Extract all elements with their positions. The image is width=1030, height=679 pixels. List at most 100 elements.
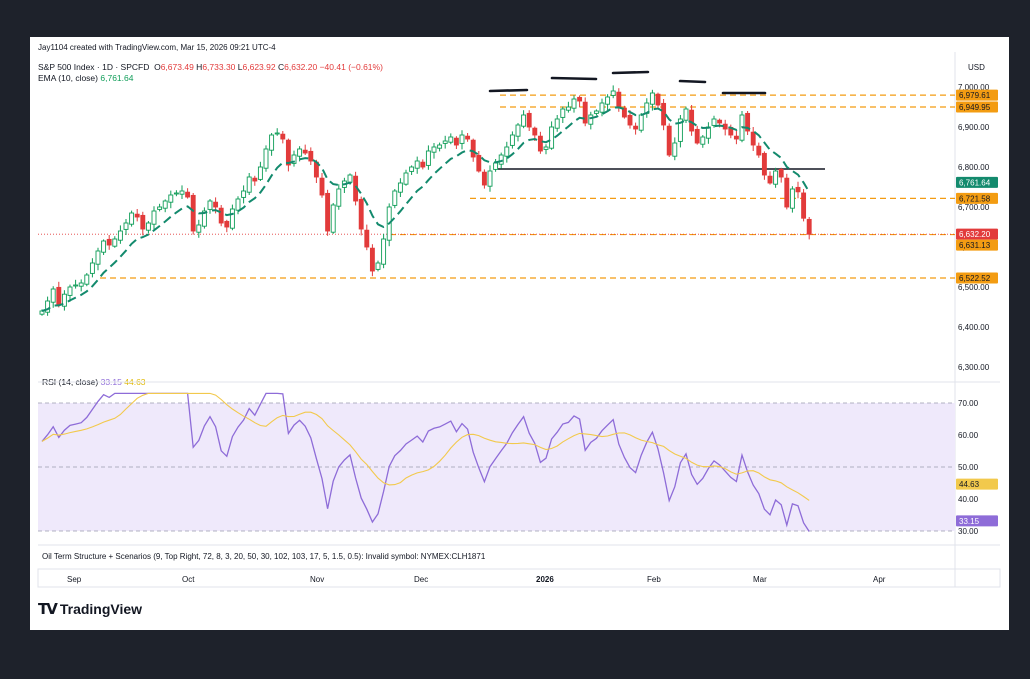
candle-body — [476, 154, 482, 172]
price-tag — [956, 101, 998, 113]
candle-body — [151, 210, 157, 225]
candle-body — [229, 208, 235, 229]
rsi-tick-label: 40.00 — [958, 495, 979, 504]
candle-body — [257, 166, 263, 180]
candle-body — [358, 198, 364, 230]
rsi-ma-line — [41, 392, 810, 501]
price-tag — [956, 239, 998, 251]
tradingview-logo[interactable]: 𝗧𝗩 TradingView — [38, 600, 142, 618]
candle-body — [722, 123, 728, 130]
candle-body — [364, 229, 370, 248]
open-label: O — [154, 62, 161, 72]
candle-body — [224, 220, 230, 228]
rsi-tick-label: 60.00 — [958, 431, 979, 440]
candle-body — [543, 146, 549, 150]
price-tick-label: 6,800.00 — [958, 163, 990, 172]
price-tick-label: 7,000.00 — [958, 83, 990, 92]
candle-body — [700, 136, 706, 145]
candle-body — [521, 114, 527, 127]
candle-body — [375, 262, 381, 270]
low-label: L — [237, 62, 243, 72]
price-tick-label: 6,700.00 — [958, 203, 990, 212]
candle-body — [50, 288, 56, 303]
drawn-top-mark — [550, 76, 598, 81]
candle-body — [621, 107, 627, 118]
price-tag — [956, 228, 998, 240]
time-tick-label: Feb — [647, 575, 661, 584]
candle-body — [134, 213, 140, 218]
price-tick-label: 6,400.00 — [958, 323, 990, 332]
time-tick-label: Mar — [753, 575, 767, 584]
candle-body — [409, 166, 415, 172]
candle-body — [84, 274, 90, 285]
candle-body — [179, 190, 185, 195]
candle-body — [201, 210, 207, 227]
candle-body — [504, 146, 510, 157]
candle-body — [145, 222, 151, 231]
candle-body — [689, 109, 695, 132]
candle-body — [784, 177, 790, 208]
candle-body — [56, 286, 62, 306]
candle-body — [661, 102, 667, 126]
price-tag-label: 6,979.61 — [959, 91, 991, 100]
candle-body — [252, 177, 258, 182]
time-tick-label: Sep — [67, 575, 82, 584]
symbol-name[interactable]: S&P 500 Index · 1D · SPCFD — [38, 62, 150, 72]
price-tag-label: 44.63 — [959, 480, 980, 489]
main-legend: S&P 500 Index · 1D · SPCFD O6,673.49 H6,… — [38, 62, 383, 72]
candle-body — [117, 230, 123, 241]
candle-body — [801, 192, 807, 219]
candle-body — [168, 194, 174, 203]
high-value: 6,733.30 — [202, 62, 236, 72]
candle-body — [745, 112, 751, 132]
candle-body — [616, 91, 622, 108]
ema-legend[interactable]: EMA (10, close) 6,761.64 — [38, 73, 133, 83]
currency-label[interactable]: USD — [968, 63, 985, 72]
candle-body — [672, 142, 678, 157]
candle-body — [756, 145, 762, 156]
indicator-error[interactable]: Oil Term Structure + Scenarios (9, Top R… — [42, 552, 486, 561]
candle-body — [369, 247, 375, 272]
candle-body — [235, 198, 241, 211]
candle-body — [336, 188, 342, 207]
candle-body — [218, 207, 224, 224]
candle-body — [78, 282, 84, 287]
candle-body — [554, 118, 560, 129]
price-tag-label: 6,522.52 — [959, 274, 991, 283]
candle-body — [95, 250, 101, 265]
candle-body — [112, 238, 118, 247]
candle-body — [185, 191, 191, 198]
candle-body — [459, 134, 465, 144]
tv-logo-icon: 𝗧𝗩 — [38, 600, 58, 618]
price-tag-label: 6,721.58 — [959, 194, 991, 203]
candle-body — [106, 238, 112, 246]
candle-body — [666, 125, 672, 156]
price-tick-label: 6,300.00 — [958, 363, 990, 372]
candle-body — [347, 174, 353, 183]
price-tag-label: 33.15 — [959, 517, 980, 526]
ema-line — [41, 106, 811, 312]
candle-body — [711, 118, 717, 126]
high-label: H — [196, 62, 203, 72]
candle-body — [330, 204, 336, 233]
candle-body — [129, 212, 135, 225]
chart-card: Jay1104 created with TradingView.com, Ma… — [30, 37, 1009, 630]
price-tag — [956, 89, 998, 101]
price-tag — [956, 176, 998, 188]
time-tick-label: Apr — [873, 575, 886, 584]
candle-body — [599, 102, 605, 113]
candle-body — [526, 112, 532, 128]
candle-body — [73, 284, 79, 287]
time-tick-label: Oct — [182, 575, 195, 584]
candle-body — [549, 126, 555, 149]
candle-body — [717, 119, 723, 124]
chart-svg[interactable]: 7,000.006,900.006,800.006,700.006,600.00… — [30, 37, 1009, 630]
candle-body — [683, 108, 689, 121]
candle-body — [285, 139, 291, 166]
candle-body — [263, 148, 269, 169]
price-tag-label: 6,632.20 — [959, 230, 991, 239]
candle-body — [767, 175, 773, 184]
candle-body — [190, 194, 196, 232]
brand-name: TradingView — [59, 601, 143, 617]
rsi-tick-label: 50.00 — [958, 463, 979, 472]
